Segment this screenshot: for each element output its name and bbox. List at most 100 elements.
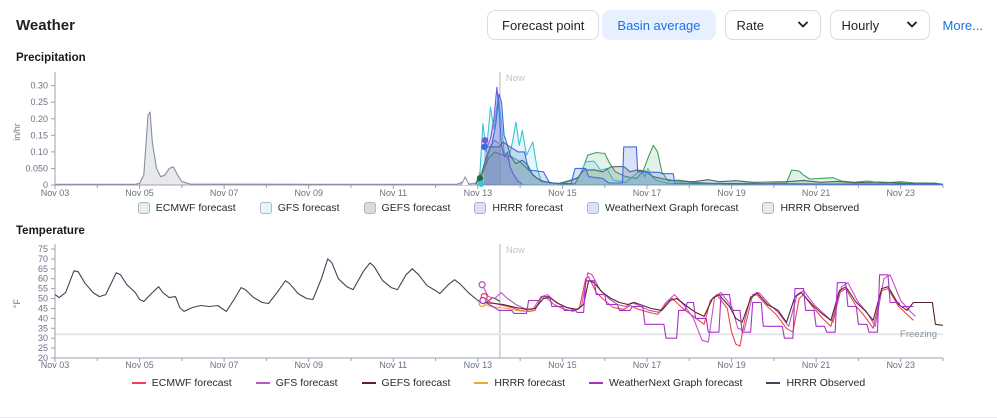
series-hrrr-observed: [55, 111, 500, 185]
series-ecmwf-forecast: [483, 276, 914, 347]
x-tick-label: Nov 07: [210, 188, 239, 198]
series-hrrr-observed: [54, 258, 501, 312]
x-tick-label: Nov 23: [886, 360, 915, 370]
series-gefs-forecast: [475, 141, 944, 185]
legend-item-weathernext-graph-forecast: WeatherNext Graph forecast: [587, 202, 738, 214]
series-gfs-forecast: [475, 95, 944, 185]
chevron-down-icon: [906, 21, 918, 29]
legend-label: GFS forecast: [277, 202, 340, 214]
x-tick-label: Nov 09: [294, 188, 323, 198]
x-tick-label: Nov 17: [633, 188, 662, 198]
area-ecmwf-forecast: [475, 145, 943, 185]
now-label: Now: [506, 73, 525, 84]
legend-item-gfs-forecast: GFS forecast: [259, 202, 340, 214]
area-hrrr-observed: [55, 112, 499, 185]
y-tick-label: 0.30: [30, 81, 48, 91]
y-tick-label: 70: [38, 254, 48, 264]
rate-dropdown[interactable]: Rate: [724, 10, 821, 40]
marker-circle: [479, 296, 487, 305]
rate-dropdown-value: Rate: [736, 17, 764, 33]
now-label: Now: [506, 245, 525, 256]
legend-label: WeatherNext Graph forecast: [609, 377, 743, 389]
legend-item-gefs-forecast: GEFS forecast: [361, 377, 450, 389]
series-hrrr-forecast: [483, 86, 523, 185]
y-tick-label: 65: [38, 264, 48, 274]
legend-swatch: [363, 202, 376, 214]
legend-swatch: [361, 382, 376, 384]
legend-label: HRRR Observed: [780, 202, 860, 214]
y-tick-label: 55: [38, 284, 48, 294]
legend-item-weathernext-graph-forecast: WeatherNext Graph forecast: [589, 377, 742, 389]
series-weathernext-graph-forecast: [481, 274, 914, 339]
y-tick-label: 20: [38, 353, 48, 363]
legend-swatch: [589, 382, 604, 384]
x-tick-label: Nov 11: [379, 360, 407, 370]
y-tick-label: 0.20: [30, 114, 48, 124]
area-weathernext-graph-forecast: [484, 93, 943, 185]
legend-label: ECMWF forecast: [155, 202, 236, 214]
x-tick-label: Nov 09: [294, 360, 323, 370]
x-tick-label: Nov 07: [210, 360, 239, 370]
y-tick-label: 0.10: [30, 147, 48, 157]
marker-dot: [481, 143, 488, 151]
legend-swatch: [474, 202, 487, 214]
y-tick-label: 40: [38, 313, 48, 323]
x-tick-label: Nov 17: [633, 360, 662, 370]
legend-swatch: [259, 202, 272, 214]
precipitation-chart: Now 0 0.050 0.10 0.15 0.20 0.25 0.30 Nov 03 Nov 0…: [12, 72, 944, 198]
x-tick-label: Nov 21: [802, 360, 831, 370]
legend-swatch: [131, 382, 146, 384]
precipitation-section-title: Precipitation: [16, 52, 86, 64]
x-tick-label: Nov 19: [717, 188, 746, 198]
hourly-dropdown-value: Hourly: [841, 17, 880, 33]
legend-label: WeatherNext Graph forecast: [605, 202, 739, 214]
series-gefs-forecast: [484, 280, 944, 326]
x-tick-label: Nov 03: [41, 188, 70, 198]
x-tick-label: Nov 11: [379, 188, 407, 198]
y-axis-title: °F: [12, 298, 22, 308]
legend-label: HRRR forecast: [492, 202, 564, 214]
legend-swatch: [137, 202, 150, 214]
freezing-label: Freezing: [900, 329, 937, 340]
header: Weather Forecast point Basin average Rat…: [16, 9, 983, 41]
legend-label: HRRR Observed: [786, 377, 866, 389]
legend-item-ecmwf-forecast: ECMWF forecast: [137, 202, 236, 214]
marker-circle: [478, 281, 486, 289]
marker-triangle: [460, 175, 470, 186]
legend-item-gfs-forecast: GFS forecast: [255, 377, 338, 389]
more-link[interactable]: More...: [942, 17, 983, 33]
x-tick-label: Nov 03: [41, 360, 70, 370]
legend-item-gefs-forecast: GEFS forecast: [363, 202, 451, 214]
y-tick-label: 0.15: [30, 130, 48, 140]
legend-label: GEFS forecast: [381, 202, 451, 214]
series-hrrr-forecast: [481, 302, 531, 312]
basin-average-button[interactable]: Basin average: [602, 10, 716, 40]
series-gfs-forecast: [481, 272, 916, 343]
legend-item-hrrr-observed: HRRR Observed: [766, 377, 865, 389]
legend-swatch: [766, 382, 781, 384]
x-tick-label: Nov 19: [717, 360, 746, 370]
precipitation-legend: ECMWF forecast GFS forecast GEFS forecast H…: [0, 202, 997, 214]
y-tick-label: 25: [38, 343, 48, 353]
x-tick-label: Nov 15: [548, 188, 577, 198]
marker-dot: [481, 137, 489, 144]
x-tick-label: Nov 13: [464, 360, 493, 370]
forecast-point-button[interactable]: Forecast point: [487, 10, 600, 40]
y-tick-label: 0.25: [30, 97, 48, 107]
y-tick-label: 75: [38, 244, 48, 254]
legend-swatch: [587, 202, 600, 214]
chevron-down-icon: [797, 21, 809, 29]
legend-swatch: [474, 382, 489, 384]
temperature-legend: ECMWF forecast GFS forecast GEFS forecast H…: [0, 377, 997, 389]
legend-item-hrrr-forecast: HRRR forecast: [474, 377, 565, 389]
y-tick-label: 30: [38, 333, 48, 343]
area-hrrr-forecast: [484, 87, 523, 185]
hourly-dropdown[interactable]: Hourly: [829, 10, 930, 40]
legend-swatch: [255, 382, 270, 384]
y-axis-title: in/hr: [12, 123, 22, 141]
y-tick-label: 35: [38, 323, 48, 333]
area-gefs-forecast: [475, 141, 943, 185]
y-tick-label: 0.050: [25, 163, 48, 173]
temperature-section-title: Temperature: [16, 225, 85, 237]
